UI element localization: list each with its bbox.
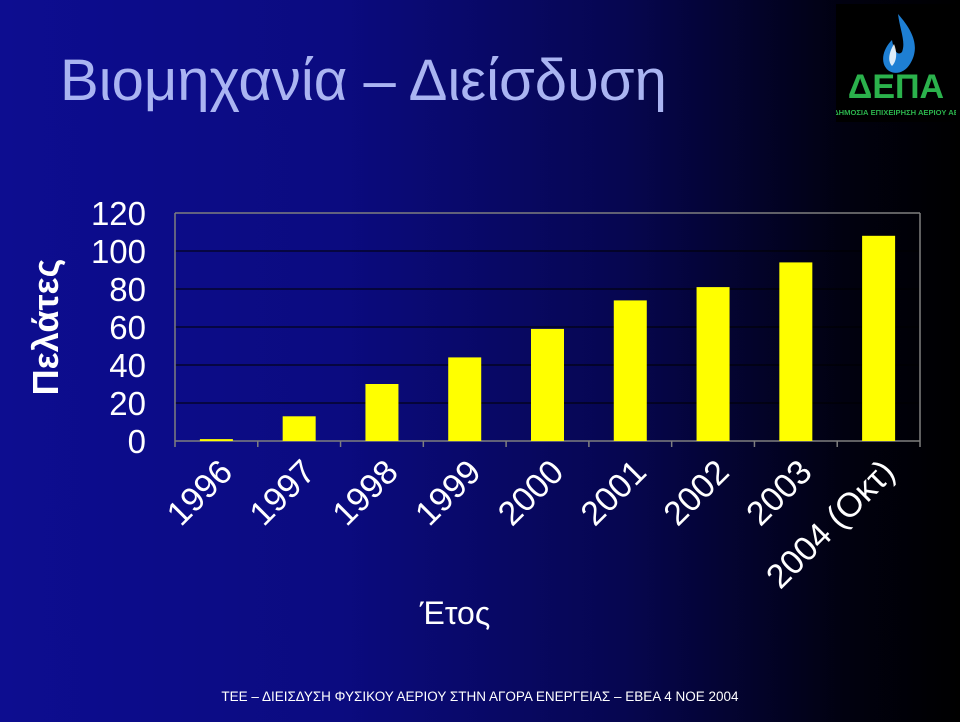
flame-icon	[883, 14, 915, 73]
y-tick-label: 20	[109, 385, 146, 422]
bar-2003	[779, 262, 813, 441]
y-tick-label: 0	[128, 423, 146, 460]
bar-1998	[365, 384, 399, 441]
x-tick-label: 1999	[408, 453, 488, 533]
bar-2002	[696, 287, 730, 441]
depa-logo: ΔΕΠΑ ΔΗΜΟΣΙΑ ΕΠΙΧΕΙΡΗΣΗ ΑΕΡΙΟΥ ΑΕ	[833, 4, 959, 122]
y-tick-label: 120	[91, 195, 146, 232]
x-axis-title: Έτος	[419, 595, 491, 631]
logo-wordmark: ΔΕΠΑ	[848, 68, 944, 106]
x-tick-label: 2000	[491, 453, 571, 533]
x-tick-label: 2001	[574, 453, 654, 533]
y-tick-label: 60	[109, 309, 146, 346]
bar-1997	[282, 416, 316, 441]
bar-2001	[613, 300, 647, 441]
bar-1999	[448, 357, 482, 441]
x-tick-label: 1996	[160, 453, 240, 533]
x-tick-label: 2002	[656, 453, 736, 533]
bar-1996	[199, 439, 233, 441]
logo-subtitle: ΔΗΜΟΣΙΑ ΕΠΙΧΕΙΡΗΣΗ ΑΕΡΙΟΥ ΑΕ	[836, 108, 956, 117]
x-tick-label: 1997	[242, 453, 322, 533]
bar-2000	[531, 328, 564, 441]
y-tick-label: 100	[91, 233, 146, 270]
slide-footer: ΤΕΕ – ΔΙΕΙΣΔΥΣΗ ΦΥΣΙΚΟΥ ΑΕΡΙΟΥ ΣΤΗΝ ΑΓΟΡ…	[221, 689, 739, 704]
bar-2004	[862, 235, 896, 441]
bars	[199, 235, 896, 441]
y-tick-label: 80	[109, 271, 146, 308]
x-tick-label: 1998	[325, 453, 405, 533]
y-tick-label: 40	[109, 347, 146, 384]
y-axis-title: Πελάτες	[25, 259, 66, 396]
slide-title: Βιομηχανία – Διείσδυση	[60, 48, 667, 113]
